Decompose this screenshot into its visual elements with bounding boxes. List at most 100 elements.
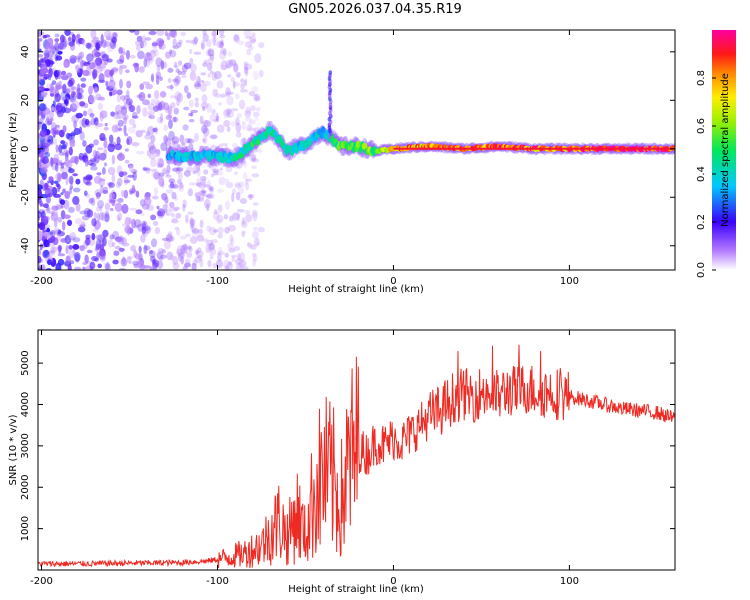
noise-blob: [250, 104, 256, 112]
noise-blob: [207, 259, 212, 268]
noise-blob: [225, 91, 234, 96]
noise-blob: [169, 201, 175, 209]
noise-blob: [208, 47, 212, 53]
noise-blob: [172, 206, 180, 211]
noise-blob: [129, 207, 137, 211]
noise-blob: [89, 162, 97, 167]
noise-blob: [61, 71, 67, 78]
noise-blob: [241, 217, 246, 226]
noise-blob: [90, 197, 96, 207]
noise-blob: [225, 87, 231, 97]
noise-blob: [42, 34, 47, 39]
noise-blob: [195, 195, 201, 202]
noise-blob: [202, 138, 207, 143]
noise-blob: [67, 168, 75, 174]
noise-blob: [121, 106, 127, 116]
noise-blob: [181, 75, 187, 79]
noise-blob: [90, 117, 96, 126]
noise-blob: [227, 51, 233, 57]
noise-blob: [167, 67, 174, 73]
noise-blob: [112, 230, 119, 240]
noise-blob: [212, 211, 220, 221]
noise-blob: [183, 243, 188, 251]
noise-blob: [93, 59, 101, 70]
noise-blob: [171, 191, 177, 200]
noise-blob: [217, 252, 222, 262]
noise-blob: [241, 230, 247, 235]
noise-blob: [174, 196, 178, 201]
colorbar-tick-label: 0.6: [696, 118, 707, 134]
noise-blob: [65, 245, 69, 254]
noise-blob: [67, 219, 73, 226]
noise-blob: [57, 245, 63, 251]
noise-blob: [38, 249, 42, 256]
noise-blob: [81, 39, 86, 46]
noise-blob: [41, 62, 47, 69]
noise-blob: [38, 124, 41, 131]
noise-blob: [97, 96, 105, 101]
noise-blob: [45, 42, 54, 53]
noise-blob: [213, 118, 219, 123]
noise-blob: [38, 138, 45, 142]
noise-blob: [78, 51, 85, 59]
noise-blob: [77, 52, 83, 61]
noise-blob: [70, 96, 75, 101]
noise-blob: [197, 161, 203, 167]
noise-blob: [209, 134, 218, 140]
noise-blob: [58, 144, 63, 154]
noise-blob: [103, 126, 109, 131]
noise-blob: [120, 51, 127, 56]
noise-blob: [180, 255, 185, 265]
noise-blob: [46, 227, 51, 233]
noise-blob: [77, 57, 81, 63]
noise-blob: [43, 88, 50, 92]
noise-blob: [219, 50, 226, 60]
noise-blob: [205, 194, 212, 199]
noise-blob: [150, 168, 158, 172]
noise-blob: [93, 212, 98, 221]
noise-blob: [72, 244, 80, 250]
noise-blob: [120, 95, 126, 101]
noise-blob: [219, 143, 227, 147]
noise-blob: [200, 102, 209, 109]
noise-blob: [128, 188, 137, 193]
noise-blob: [254, 116, 259, 121]
noise-blob: [63, 99, 69, 105]
noise-blob: [132, 260, 140, 266]
noise-blob: [114, 104, 123, 115]
noise-blob: [129, 190, 134, 195]
noise-blob: [68, 206, 75, 213]
chart-title: GN05.2026.037.04.35.R19: [288, 2, 462, 17]
noise-blob: [38, 37, 43, 42]
noise-blob: [43, 73, 50, 80]
noise-blob: [38, 59, 41, 67]
noise-blob: [71, 34, 76, 43]
noise-blob: [59, 166, 65, 173]
noise-blob: [194, 256, 202, 263]
noise-blob: [233, 34, 240, 43]
noise-blob: [188, 112, 193, 117]
y-tick-label: 5000: [20, 350, 31, 375]
noise-blob: [157, 102, 163, 111]
noise-blob: [65, 175, 69, 186]
noise-blob: [176, 99, 180, 107]
noise-blob: [93, 154, 100, 164]
noise-blob: [65, 88, 71, 95]
noise-blob: [114, 113, 120, 120]
noise-blob: [203, 120, 212, 128]
noise-blob: [109, 234, 115, 240]
noise-blob: [49, 210, 53, 215]
x-tick-label: -100: [206, 276, 229, 287]
noise-blob: [150, 238, 158, 248]
noise-blob: [38, 118, 44, 127]
noise-blob: [149, 267, 155, 270]
noise-blob: [179, 235, 187, 240]
noise-blob: [149, 153, 157, 160]
noise-blob: [226, 261, 234, 270]
noise-blob: [145, 166, 151, 174]
noise-blob: [47, 259, 52, 266]
noise-blob: [234, 258, 243, 265]
noise-blob: [243, 30, 252, 37]
